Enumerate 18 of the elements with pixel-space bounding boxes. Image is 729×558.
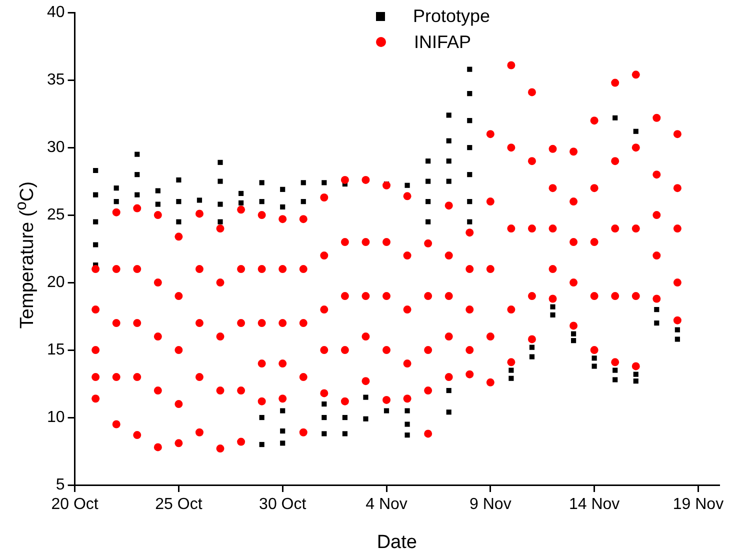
x-tick-label: 30 Oct <box>259 496 307 514</box>
legend-label: INIFAP <box>414 32 472 52</box>
x-tick-label: 25 Oct <box>155 496 203 514</box>
x-tick-label: 14 Nov <box>568 496 620 514</box>
y-tick-label: 35 <box>47 71 65 88</box>
x-axis-title: Date <box>376 532 417 553</box>
x-tick-label: 4 Nov <box>366 496 408 514</box>
y-tick-label: 30 <box>47 138 65 156</box>
x-tick-label: 9 Nov <box>470 496 512 514</box>
y-tick-label: 15 <box>47 341 65 358</box>
x-tick-label: 20 Oct <box>51 496 99 514</box>
y-tick-label: 10 <box>47 408 65 426</box>
legend-label: Prototype <box>413 6 490 26</box>
y-tick-label: 20 <box>47 274 65 291</box>
y-tick-label: 5 <box>56 476 65 494</box>
x-tick-label: 19 Nov <box>672 496 724 514</box>
y-tick-label: 40 <box>47 4 65 22</box>
y-tick-label: 25 <box>47 206 65 224</box>
